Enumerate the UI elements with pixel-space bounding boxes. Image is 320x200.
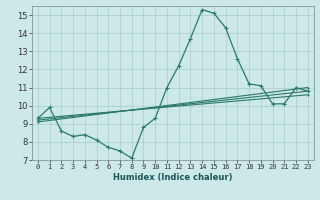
X-axis label: Humidex (Indice chaleur): Humidex (Indice chaleur) [113,173,233,182]
